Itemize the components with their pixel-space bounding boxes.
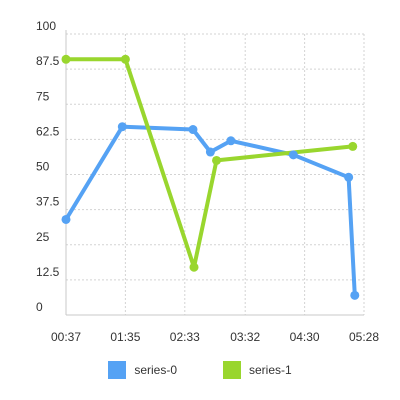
legend-item-series-1[interactable]: series-1 (223, 361, 292, 379)
y-tick-label: 75 (36, 89, 50, 103)
series-0-point[interactable] (226, 136, 236, 146)
series-0-point[interactable] (188, 125, 198, 135)
series-0-point[interactable] (350, 290, 360, 300)
legend-swatch-series-0 (108, 361, 127, 379)
series-0-point[interactable] (117, 122, 127, 132)
series-1-point[interactable] (189, 262, 199, 272)
legend-label-series-0: series-0 (134, 363, 177, 377)
y-tick-label: 0 (36, 300, 43, 314)
series-1-point[interactable] (61, 54, 71, 64)
axis-lines (65, 30, 364, 316)
legend-item-series-0[interactable]: series-0 (108, 361, 177, 379)
legend: series-0 series-1 (0, 358, 400, 382)
x-tick-label: 05:28 (349, 330, 379, 344)
series-0-point[interactable] (288, 150, 298, 160)
x-tick-label: 01:35 (110, 330, 140, 344)
series-0-line (64, 124, 357, 298)
series-1-point[interactable] (120, 54, 130, 64)
series-markers (61, 54, 360, 300)
x-tick-label: 04:30 (290, 330, 320, 344)
legend-swatch-series-1 (223, 361, 241, 379)
x-tick-label: 02:33 (170, 330, 200, 344)
y-tick-label: 25 (36, 230, 50, 244)
y-tick-label: 50 (36, 160, 50, 174)
y-tick-label: 100 (36, 19, 56, 33)
grid-lines (66, 33, 365, 315)
series-1-point[interactable] (348, 141, 358, 151)
series-1-point[interactable] (212, 155, 222, 165)
y-tick-label: 62.5 (36, 124, 60, 138)
series-lines (64, 57, 357, 298)
y-tick-label: 37.5 (36, 195, 60, 209)
legend-label-series-1: series-1 (249, 363, 292, 377)
series-0-point[interactable] (344, 172, 354, 182)
y-tick-label: 87.5 (36, 54, 60, 68)
series-0-point[interactable] (205, 147, 215, 157)
x-tick-label: 03:32 (230, 330, 260, 344)
y-axis-tick-labels: 0 12.5 25 37.5 50 62.5 75 87.5 100 (36, 19, 60, 314)
x-axis-tick-labels: 00:37 01:35 02:33 03:32 04:30 05:28 (51, 330, 379, 344)
x-tick-label: 00:37 (51, 330, 81, 344)
series-0-point[interactable] (61, 214, 71, 224)
y-tick-label: 12.5 (36, 265, 60, 279)
